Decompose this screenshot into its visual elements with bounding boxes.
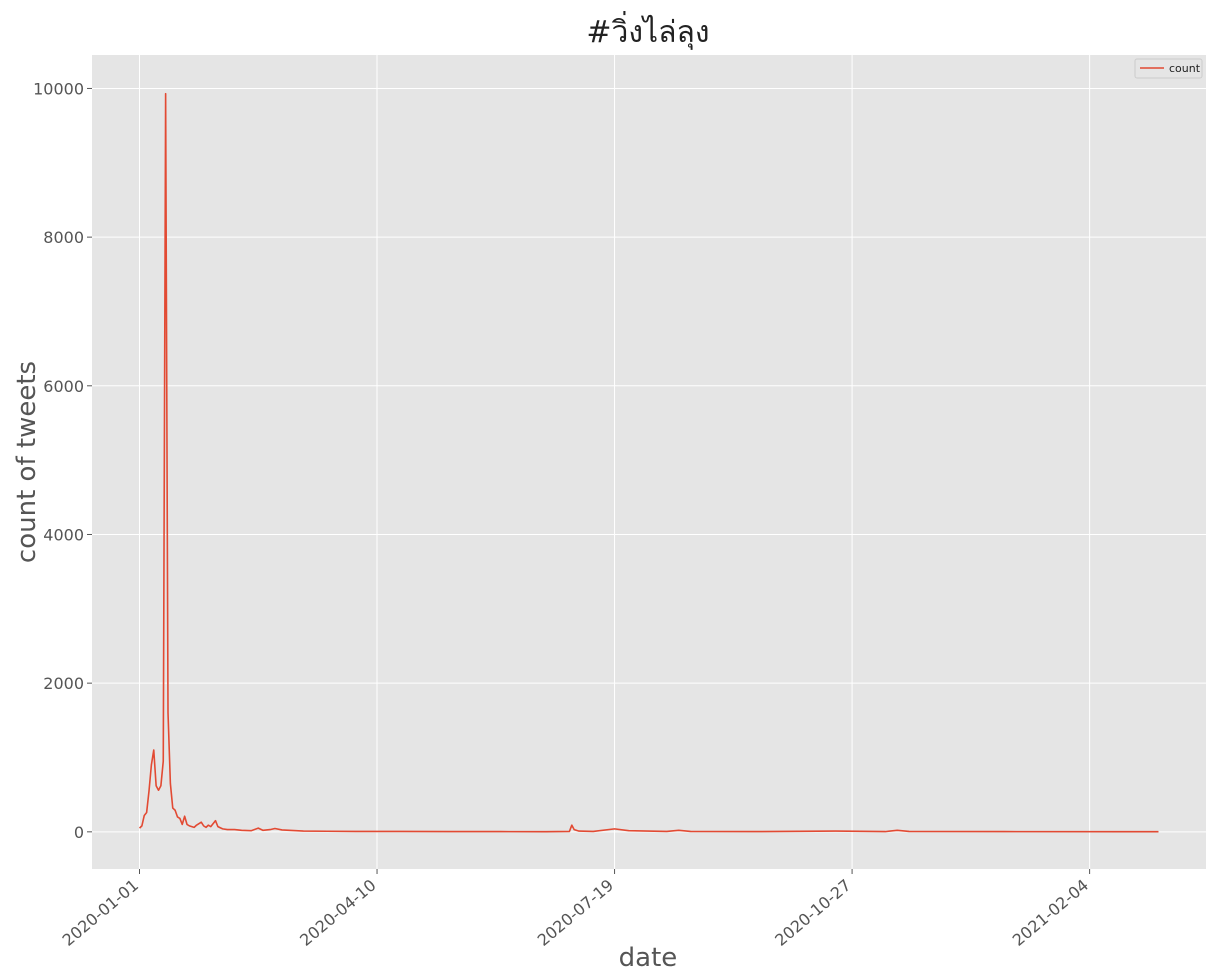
x-tick-label: 2020-04-10 (296, 876, 379, 950)
y-axis: 0 2000 4000 6000 8000 10000 (33, 79, 92, 842)
y-tick-label: 6000 (43, 377, 84, 396)
chart-title: #วิ่งไล่ลุง (586, 11, 709, 51)
x-tick-label: 2020-01-01 (59, 876, 142, 950)
x-axis-label: date (619, 943, 678, 973)
x-axis: 2020-01-01 2020-04-10 2020-07-19 2020-10-27… (59, 869, 1092, 950)
x-tick-label: 2020-07-19 (534, 876, 617, 950)
y-tick-label: 4000 (43, 525, 84, 544)
legend: count (1134, 58, 1203, 79)
y-axis-label: count of tweets (12, 361, 42, 563)
y-tick-label: 2000 (43, 674, 84, 693)
y-tick-label: 10000 (33, 79, 84, 98)
y-tick-label: 0 (74, 823, 84, 842)
x-tick-label: 2020-10-27 (771, 876, 854, 950)
series-line-count (138, 92, 1159, 833)
legend-box (1134, 58, 1203, 79)
gridlines (92, 55, 1206, 869)
plot-area (92, 55, 1206, 869)
series-layer (138, 92, 1159, 833)
x-tick-label: 2021-02-04 (1009, 876, 1092, 950)
legend-label: count (1169, 62, 1201, 75)
y-tick-label: 8000 (43, 228, 84, 247)
